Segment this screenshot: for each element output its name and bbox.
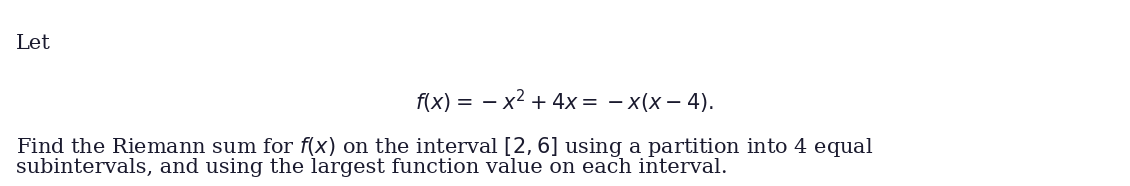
- Text: Find the Riemann sum for $f(x)$ on the interval $[2, 6]$ using a partition into : Find the Riemann sum for $f(x)$ on the i…: [16, 135, 873, 159]
- Text: subintervals, and using the largest function value on each interval.: subintervals, and using the largest func…: [16, 158, 728, 177]
- Text: Let: Let: [16, 34, 51, 53]
- Text: $f(x) = -x^2 + 4x = -x(x - 4).$: $f(x) = -x^2 + 4x = -x(x - 4).$: [416, 87, 714, 116]
